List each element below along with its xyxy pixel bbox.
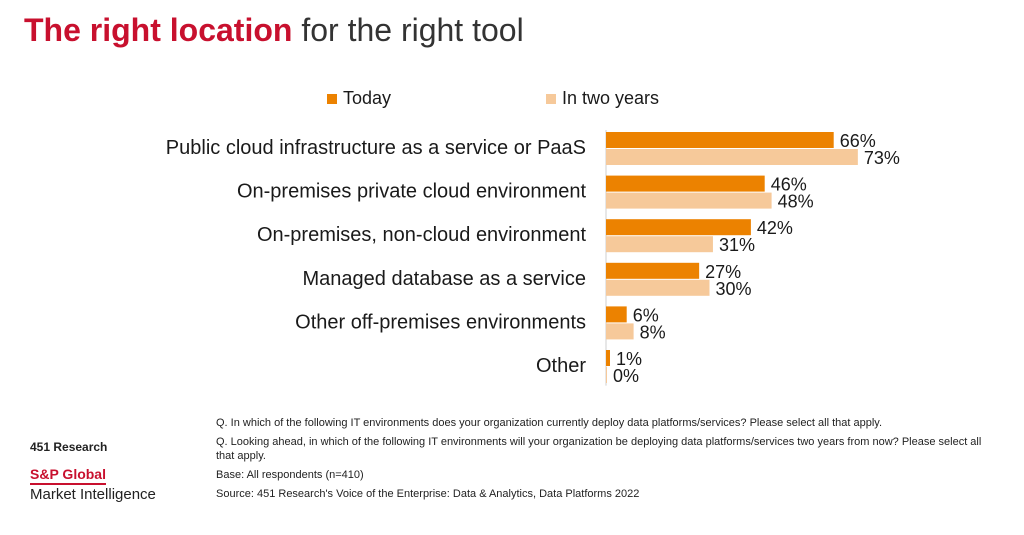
category-label: Other <box>536 355 586 377</box>
note-question-today: Q. In which of the following IT environm… <box>216 417 883 429</box>
category-label: Other off-premises environments <box>295 311 586 333</box>
bar-chart: Public cloud infrastructure as a service… <box>166 130 900 386</box>
bar-two-years <box>606 323 634 340</box>
data-label-two-years: 48% <box>778 192 814 212</box>
legend: Today In two years <box>0 88 1024 112</box>
legend-label-two-years: In two years <box>562 88 660 108</box>
brand-market-intelligence: Market Intelligence <box>30 486 156 503</box>
footnotes: Q. In which of the following IT environm… <box>216 416 996 506</box>
data-label-two-years: 31% <box>719 235 755 255</box>
data-label-today: 42% <box>757 218 793 238</box>
data-label-two-years: 73% <box>864 148 900 168</box>
data-label-two-years: 0% <box>613 366 639 386</box>
bar-today <box>606 175 765 192</box>
bar-today <box>606 350 610 366</box>
data-label-two-years: 8% <box>640 322 666 342</box>
bar-two-years <box>606 367 607 383</box>
bar-today <box>606 306 627 323</box>
brand-sp-global: S&P Global <box>30 466 106 485</box>
data-label-today: 6% <box>633 305 659 325</box>
bar-two-years <box>606 236 713 253</box>
legend-item-today: Today <box>327 88 391 109</box>
data-label-today: 66% <box>840 131 876 151</box>
data-label-today: 27% <box>705 262 741 282</box>
brand-451-research: 451 Research <box>30 440 108 454</box>
category-label: Managed database as a service <box>302 268 586 290</box>
category-label: On-premises, non-cloud environment <box>257 224 586 246</box>
bar-two-years <box>606 149 858 165</box>
title-bold: The right location <box>24 12 293 48</box>
legend-label-today: Today <box>343 88 392 108</box>
note-question-future: Q. Looking ahead, in which of the follow… <box>216 436 982 462</box>
title-light: for the right tool <box>301 12 524 48</box>
brand-logo: 451 Research S&P Global Market Intellige… <box>30 440 156 503</box>
bar-today <box>606 219 751 236</box>
category-label: On-premises private cloud environment <box>237 181 586 203</box>
chart-title: The right location for the right tool <box>24 12 524 49</box>
bar-today <box>606 132 834 148</box>
data-label-two-years: 30% <box>716 279 752 299</box>
bar-today <box>606 262 700 279</box>
legend-item-two-years: In two years <box>546 88 659 109</box>
data-label-today: 46% <box>771 175 807 195</box>
data-label-today: 1% <box>616 349 642 369</box>
bar-two-years <box>606 192 772 209</box>
note-base: Base: All respondents (n=410) <box>216 469 364 481</box>
note-source: Source: 451 Research's Voice of the Ente… <box>216 488 640 500</box>
category-label: Public cloud infrastructure as a service… <box>166 137 586 159</box>
bar-two-years <box>606 279 710 296</box>
legend-swatch-today <box>327 93 337 104</box>
legend-swatch-two-years <box>546 93 556 104</box>
